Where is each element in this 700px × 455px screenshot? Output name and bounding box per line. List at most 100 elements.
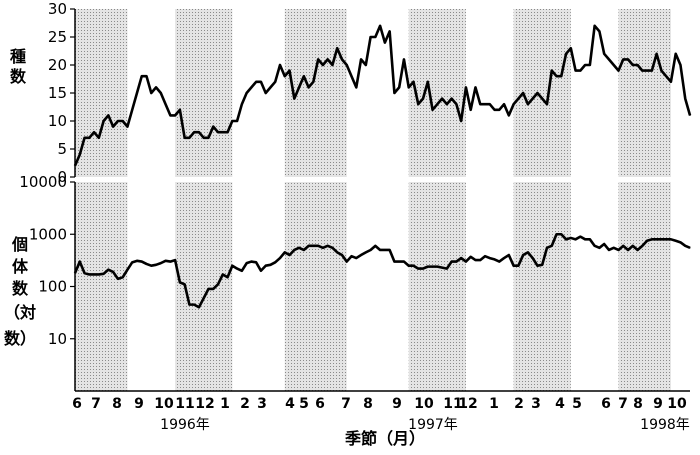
month-label-18: 12 (458, 396, 477, 412)
top-point-34 (236, 120, 238, 122)
top-point-118 (636, 64, 639, 66)
bottom-point-75 (431, 266, 434, 268)
top-point-77 (441, 98, 443, 100)
bottom-point-47 (298, 247, 300, 249)
top-point-13 (136, 92, 138, 94)
bottom-point-19 (164, 260, 167, 262)
top-point-47 (298, 86, 300, 88)
bottom-point-69 (403, 260, 405, 263)
top-point-26 (198, 131, 200, 133)
bottom-ylabel-char-1: 体 (12, 257, 29, 276)
bottom-point-107 (584, 238, 586, 240)
month-label-21: 3 (531, 396, 541, 412)
bottom-point-76 (436, 266, 438, 268)
bottom-point-119 (641, 245, 643, 247)
top-point-89 (498, 109, 500, 111)
bottom-point-122 (656, 238, 658, 240)
bottom-point-13 (136, 260, 138, 262)
bottom-point-61 (365, 251, 367, 253)
bottom-point-11 (126, 269, 129, 271)
bottom-point-8 (112, 271, 114, 273)
bottom-point-14 (141, 260, 143, 263)
bottom-point-129 (689, 247, 691, 249)
bottom-point-23 (184, 283, 186, 285)
bottom-point-127 (679, 241, 682, 243)
bottom-point-42 (274, 261, 276, 263)
month-label-13: 7 (341, 396, 351, 412)
bottom-point-121 (651, 238, 653, 240)
bottom-point-12 (131, 261, 133, 263)
top-y-tick-label-0: 0 (57, 168, 67, 186)
bottom-point-128 (684, 245, 686, 247)
month-label-8: 2 (240, 396, 250, 412)
month-label-9: 3 (257, 396, 267, 412)
bottom-point-21 (174, 259, 176, 261)
top-point-70 (408, 86, 410, 88)
top-y-tick-label-1: 5 (57, 140, 67, 158)
bottom-point-82 (465, 260, 467, 263)
top-point-78 (446, 103, 448, 105)
top-point-120 (646, 70, 648, 72)
season-band-top-5 (618, 9, 671, 177)
top-point-99 (546, 103, 548, 105)
bottom-point-84 (474, 259, 477, 261)
x-axis-title: 季節（月） (344, 429, 425, 448)
bottom-point-63 (374, 245, 376, 247)
top-point-75 (431, 109, 434, 111)
bottom-point-112 (608, 249, 610, 251)
top-point-113 (613, 64, 615, 66)
bottom-point-58 (350, 255, 353, 257)
top-point-9 (117, 120, 119, 122)
bottom-point-5 (98, 273, 100, 276)
top-point-18 (160, 92, 162, 94)
top-point-117 (632, 64, 634, 66)
bottom-ylabel-char-2: 数 (12, 279, 29, 298)
bottom-point-10 (122, 276, 124, 278)
top-point-128 (684, 98, 686, 100)
top-point-32 (226, 131, 229, 133)
top-point-5 (98, 137, 100, 139)
bottom-point-2 (83, 272, 86, 274)
top-point-21 (174, 114, 176, 116)
bottom-point-114 (617, 249, 620, 251)
top-point-108 (589, 64, 591, 66)
bottom-point-117 (632, 245, 634, 247)
top-y-tick-label-3: 15 (48, 84, 67, 102)
top-point-10 (122, 120, 124, 122)
top-point-100 (551, 70, 553, 72)
season-band-bottom-2 (284, 182, 347, 391)
top-point-37 (250, 86, 252, 88)
top-y-tick-label-5: 25 (48, 28, 67, 46)
year-label-2: 1998年 (640, 417, 690, 433)
bottom-point-116 (627, 249, 629, 251)
month-label-20: 2 (514, 396, 524, 412)
bottom-series-line (73, 232, 691, 309)
bottom-point-68 (398, 260, 400, 263)
bottom-point-49 (308, 245, 310, 247)
top-point-42 (274, 81, 276, 83)
bottom-point-52 (322, 247, 324, 249)
top-point-50 (312, 81, 314, 83)
month-label-7: 1 (220, 396, 230, 412)
top-point-107 (584, 64, 586, 66)
top-point-61 (365, 64, 367, 66)
top-point-22 (179, 109, 181, 111)
top-point-74 (427, 81, 429, 83)
top-point-88 (493, 109, 496, 111)
month-label-14: 8 (363, 396, 373, 412)
top-ylabel-char-0: 種 (10, 47, 26, 66)
bottom-y-tick-label-1: 100 (38, 278, 67, 296)
top-point-63 (374, 36, 376, 38)
bottom-point-40 (265, 265, 267, 267)
top-point-60 (360, 58, 362, 61)
bottom-point-9 (117, 278, 119, 280)
bottom-point-0 (74, 272, 76, 274)
bottom-point-7 (107, 269, 109, 271)
top-point-38 (255, 81, 257, 83)
top-point-4 (93, 131, 95, 133)
top-point-54 (331, 64, 334, 66)
top-point-31 (222, 131, 224, 133)
bottom-point-43 (279, 257, 281, 259)
bottom-point-65 (384, 249, 386, 251)
